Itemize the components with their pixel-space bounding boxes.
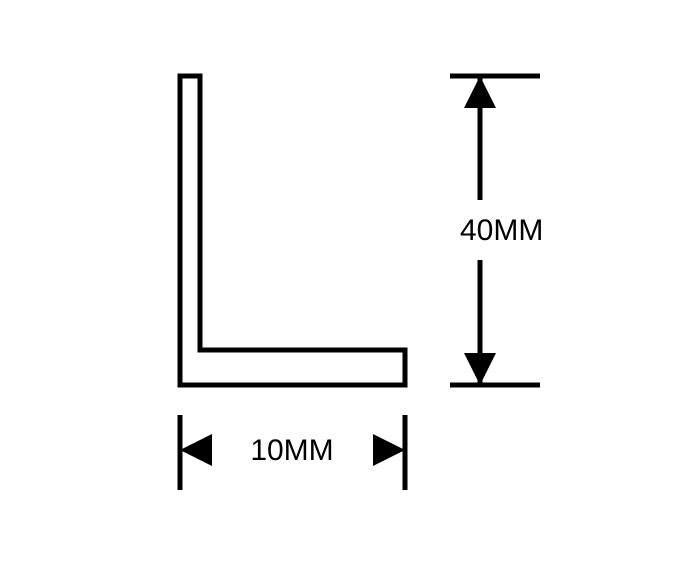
vertical-dimension-label: 40MM: [460, 214, 543, 247]
arrowhead-down-icon: [464, 353, 496, 385]
l-profile-outline: [180, 76, 405, 385]
horizontal-dimension: 10MM: [180, 415, 405, 490]
horizontal-dimension-label: 10MM: [250, 434, 333, 467]
dimension-drawing: 40MM 10MM: [0, 0, 692, 563]
arrowhead-up-icon: [464, 76, 496, 108]
arrowhead-right-icon: [373, 434, 405, 466]
arrowhead-left-icon: [180, 434, 212, 466]
vertical-dimension: 40MM: [450, 76, 543, 385]
